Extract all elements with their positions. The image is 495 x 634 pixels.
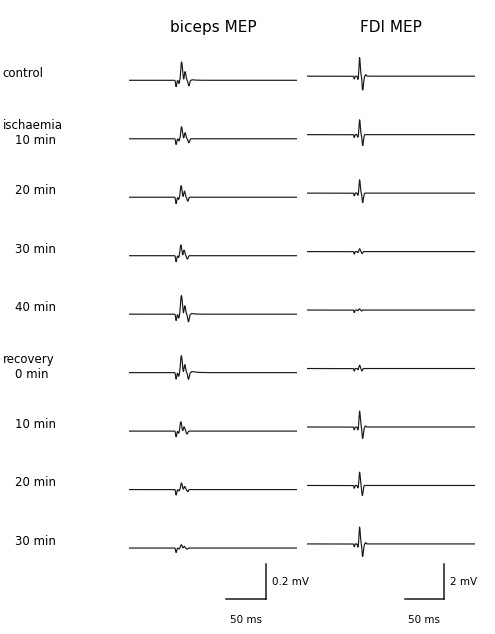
Text: biceps MEP: biceps MEP xyxy=(169,20,256,35)
Text: 10 min: 10 min xyxy=(15,418,56,431)
Text: 50 ms: 50 ms xyxy=(408,615,441,625)
Text: control: control xyxy=(2,67,44,80)
Text: 50 ms: 50 ms xyxy=(230,615,262,625)
Text: 2 mV: 2 mV xyxy=(450,577,477,586)
Text: 20 min: 20 min xyxy=(15,184,56,197)
Text: 0.2 mV: 0.2 mV xyxy=(272,577,309,586)
Text: 40 min: 40 min xyxy=(15,301,56,314)
Text: 0 min: 0 min xyxy=(15,368,49,380)
Text: 10 min: 10 min xyxy=(15,134,56,147)
Text: 30 min: 30 min xyxy=(15,243,56,256)
Text: ischaemia: ischaemia xyxy=(2,119,62,133)
Text: FDI MEP: FDI MEP xyxy=(360,20,422,35)
Text: 20 min: 20 min xyxy=(15,476,56,489)
Text: recovery: recovery xyxy=(2,353,54,366)
Text: 30 min: 30 min xyxy=(15,535,56,548)
